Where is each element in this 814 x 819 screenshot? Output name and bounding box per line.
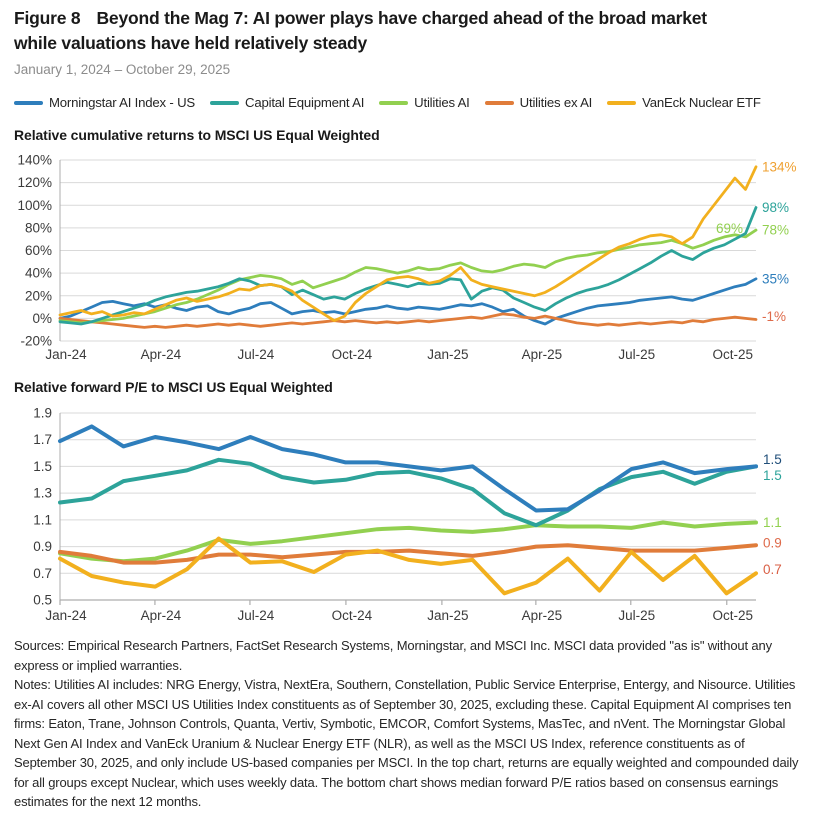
x-axis-tick-label: Jan-25 xyxy=(427,347,468,362)
legend-item-utilities-ai: Utilities AI xyxy=(379,95,470,110)
end-value-label-morningstar-ai-index-us: 1.5 xyxy=(763,452,782,467)
pe-chart-heading: Relative forward P/E to MSCI US Equal We… xyxy=(14,379,333,395)
chart-legend: Morningstar AI Index - US Capital Equipme… xyxy=(14,95,804,110)
x-axis-tick-label: Jul-24 xyxy=(238,347,275,362)
x-axis-tick-label: Jan-24 xyxy=(45,347,87,362)
legend-item-capital-equipment-ai: Capital Equipment AI xyxy=(210,95,364,110)
legend-swatch-icon xyxy=(607,100,637,105)
x-axis-tick-label: Jan-24 xyxy=(45,608,87,623)
legend-label: VanEck Nuclear ETF xyxy=(642,95,761,110)
series-line-morningstar-ai-index-us xyxy=(58,277,758,326)
y-axis-tick-label: 0.7 xyxy=(33,566,52,581)
series-line-vaneck-nuclear-etf xyxy=(58,536,758,596)
series-line-morningstar-ai-index-us xyxy=(58,424,758,513)
series-line-utilities-ex-ai xyxy=(58,543,758,565)
end-value-label-utilities-ex-ai: 0.9 xyxy=(763,536,782,551)
notes-text: Notes: Utilities AI includes: NRG Energy… xyxy=(14,677,799,809)
date-range: January 1, 2024 – October 29, 2025 xyxy=(14,62,231,77)
x-axis-tick-label: Oct-24 xyxy=(332,347,373,362)
x-axis-tick-label: Oct-25 xyxy=(713,608,754,623)
x-axis-tick-label: Apr-25 xyxy=(522,347,563,362)
y-axis-tick-label: 1.5 xyxy=(33,459,52,474)
end-value-label-utilities-ex-ai: -1% xyxy=(762,309,786,324)
x-axis-tick-label: Jan-25 xyxy=(427,608,468,623)
y-axis-tick-label: 0.5 xyxy=(33,593,52,608)
y-axis-tick-label: 60% xyxy=(25,243,52,258)
legend-swatch-icon xyxy=(14,100,43,105)
x-axis-tick-label: Apr-24 xyxy=(141,347,182,362)
y-axis-tick-label: 140% xyxy=(17,153,52,168)
y-axis-tick-label: 40% xyxy=(25,266,52,281)
y-axis-tick-label: 100% xyxy=(17,198,52,213)
end-value-label-capital-equipment-ai: 98% xyxy=(762,200,789,215)
y-axis-tick-label: 1.9 xyxy=(33,406,52,421)
legend-label: Capital Equipment AI xyxy=(245,95,365,110)
y-axis-tick-label: 0% xyxy=(32,311,52,326)
legend-swatch-icon xyxy=(484,100,514,105)
x-axis-tick-label: Oct-24 xyxy=(332,608,373,623)
y-axis-tick-label: 1.3 xyxy=(33,486,52,501)
legend-item-utilities-ex-ai: Utilities ex AI xyxy=(484,95,593,110)
page-title: Figure 8 Beyond the Mag 7: AI power plays… xyxy=(14,6,724,56)
legend-item-morningstar-ai-index-us: Morningstar AI Index - US xyxy=(14,95,195,110)
end-value-label-utilities-ai: 1.1 xyxy=(763,515,782,530)
end-value-label-vaneck-nuclear-etf: 134% xyxy=(762,159,797,174)
series-line-utilities-ai xyxy=(58,228,758,325)
end-value-label-utilities-ai: 78% xyxy=(762,223,789,238)
y-axis-tick-label: 120% xyxy=(17,175,52,190)
returns-chart-heading: Relative cumulative returns to MSCI US E… xyxy=(14,127,380,143)
y-axis-tick-label: -20% xyxy=(20,334,52,349)
y-axis-tick-label: 1.7 xyxy=(33,432,52,447)
end-value-label-capital-equipment-ai: 1.5 xyxy=(763,468,782,483)
end-value-label-morningstar-ai-index-us: 35% xyxy=(762,271,789,286)
obscured-value-label: 69% xyxy=(716,221,743,236)
series-line-utilities-ai xyxy=(58,520,758,564)
returns-chart: 140% 120% 100% 80% 60% 40% 20% 0% -20%Jan-24 Apr-… xyxy=(17,153,797,363)
series-line-capital-equipment-ai xyxy=(58,457,758,528)
x-axis-tick-label: Jul-25 xyxy=(618,608,655,623)
legend-swatch-icon xyxy=(210,100,239,105)
x-axis-tick-label: Jul-24 xyxy=(238,608,275,623)
y-axis-tick-label: 20% xyxy=(25,288,52,303)
y-axis-tick-label: 0.9 xyxy=(33,539,52,554)
end-value-label-vaneck-nuclear-etf: 0.7 xyxy=(763,562,782,577)
x-axis-tick-label: Apr-25 xyxy=(522,608,563,623)
x-axis-tick-label: Apr-24 xyxy=(141,608,182,623)
series-line-capital-equipment-ai xyxy=(58,206,758,326)
figure-title-text: Beyond the Mag 7: AI power plays have ch… xyxy=(14,8,707,53)
series-line-utilities-ex-ai xyxy=(58,312,758,329)
x-axis-tick-label: Jul-25 xyxy=(618,347,655,362)
legend-label: Utilities AI xyxy=(414,95,470,110)
legend-swatch-icon xyxy=(379,100,409,105)
figure-number: Figure 8 xyxy=(14,8,81,28)
series-line-vaneck-nuclear-etf xyxy=(58,165,758,323)
legend-item-vaneck-nuclear-etf: VanEck Nuclear ETF xyxy=(607,95,761,110)
y-axis-tick-label: 80% xyxy=(25,220,52,235)
legend-label: Utilities ex AI xyxy=(519,95,593,110)
y-axis-tick-label: 1.1 xyxy=(33,512,52,527)
x-axis-tick-label: Oct-25 xyxy=(713,347,754,362)
sources-text: Sources: Empirical Research Partners, Fa… xyxy=(14,638,772,673)
legend-label: Morningstar AI Index - US xyxy=(49,95,195,110)
